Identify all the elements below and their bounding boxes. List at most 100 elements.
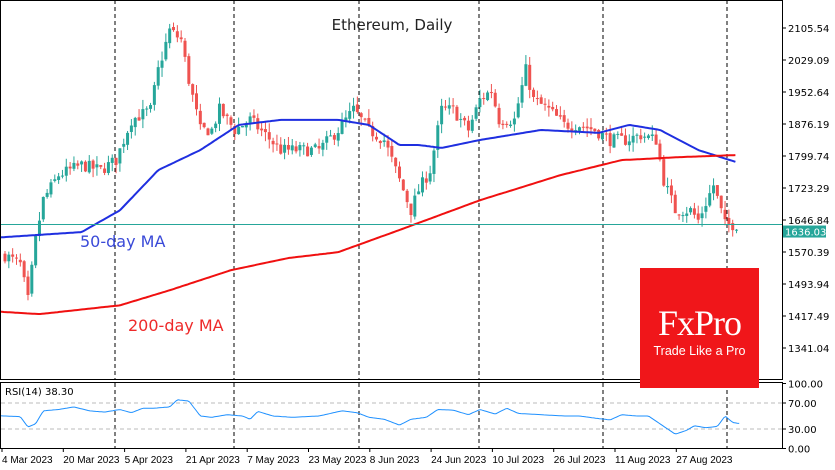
bullish-candle [616,133,620,135]
bearish-candle [528,64,532,90]
bearish-candle [673,194,677,214]
bullish-candle [612,134,616,148]
bullish-candle [509,124,513,126]
bullish-candle [210,128,214,134]
bearish-candle [332,135,336,140]
rsi-y-tick-label: 30.00 [788,425,817,436]
bearish-candle [175,31,179,38]
bullish-candle [578,127,581,131]
y-tick-label: 2105.54 [788,24,829,35]
rsi-y-tick-label: 70.00 [788,399,817,410]
bearish-candle [221,103,225,117]
bearish-candle [608,133,612,147]
bullish-candle [53,179,57,181]
bearish-candle [658,143,662,160]
chart-title: Ethereum, Daily [332,16,453,34]
y-tick-label: 1952.64 [788,88,829,99]
bearish-candle [394,157,398,167]
bearish-candle [103,168,107,173]
bullish-candle [87,160,91,173]
bullish-candle [428,173,432,182]
bearish-candle [597,130,601,139]
bearish-candle [466,120,470,131]
bullish-candle [106,162,110,173]
bullish-candle [689,208,693,213]
bullish-candle [37,220,41,237]
x-tick-label: 10 Jul 2023 [492,455,544,466]
x-tick-label: 20 Mar 2023 [63,455,120,466]
x-tick-label: 23 May 2023 [309,455,367,466]
bearish-candle [279,144,283,154]
bullish-candle [309,147,313,155]
bearish-candle [604,133,608,135]
bullish-candle [141,109,145,120]
bearish-candle [535,98,539,100]
bearish-candle [271,140,275,145]
bullish-candle [459,118,463,120]
bearish-candle [547,105,551,108]
bearish-candle [692,208,696,215]
bearish-candle [317,146,321,149]
bullish-candle [298,145,302,151]
bearish-candle [589,127,593,130]
bullish-candle [145,108,149,110]
bullish-candle [110,157,114,163]
bullish-candle [486,92,490,101]
bearish-candle [581,126,585,128]
bullish-candle [344,117,348,122]
bullish-candle [152,85,156,105]
bullish-candle [126,132,130,145]
bearish-candle [371,125,375,137]
bullish-candle [283,144,287,153]
y-tick-label: 1646.84 [788,216,829,227]
bullish-candle [149,105,153,109]
x-tick-label: 11 Aug 2023 [615,455,671,466]
rsi-line [0,399,740,435]
bearish-candle [585,126,589,129]
bullish-candle [635,134,639,136]
bearish-candle [451,105,455,107]
bearish-candle [229,117,233,125]
bearish-candle [566,122,570,129]
bearish-candle [532,89,536,97]
bearish-candle [294,146,298,152]
bearish-candle [493,92,497,107]
bullish-candle [348,111,352,119]
ma200-line [0,154,736,315]
bullish-candle [248,116,252,123]
bearish-candle [375,136,379,140]
y-tick-label: 1570.39 [788,248,829,259]
bullish-candle [704,206,708,212]
bearish-candle [68,166,72,169]
bullish-candle [321,142,325,150]
bearish-candle [256,118,260,130]
bearish-candle [3,253,7,262]
bullish-candle [34,235,38,266]
bearish-candle [367,117,371,125]
bearish-candle [731,223,735,231]
bullish-candle [340,120,344,134]
bearish-candle [501,123,505,126]
bullish-candle [217,103,221,124]
bearish-candle [662,159,666,186]
bullish-candle [329,135,333,137]
bearish-candle [497,107,501,125]
bearish-candle [363,118,367,120]
bearish-candle [623,135,627,145]
x-tick-label: 27 Aug 2023 [676,455,733,466]
bearish-candle [14,257,18,259]
bullish-candle [470,119,474,131]
y-tick-label: 1876.19 [788,120,829,131]
bearish-candle [22,261,26,278]
bullish-candle [313,144,317,147]
last-price-label: 1636.03 [785,228,826,239]
bearish-candle [267,132,271,140]
bullish-candle [631,135,635,143]
y-tick-label: 2029.09 [788,56,829,67]
bearish-candle [11,254,15,257]
bullish-candle [516,103,520,118]
bearish-candle [195,93,198,110]
x-tick-label: 4 Mar 2023 [2,455,53,466]
bearish-candle [114,157,118,165]
